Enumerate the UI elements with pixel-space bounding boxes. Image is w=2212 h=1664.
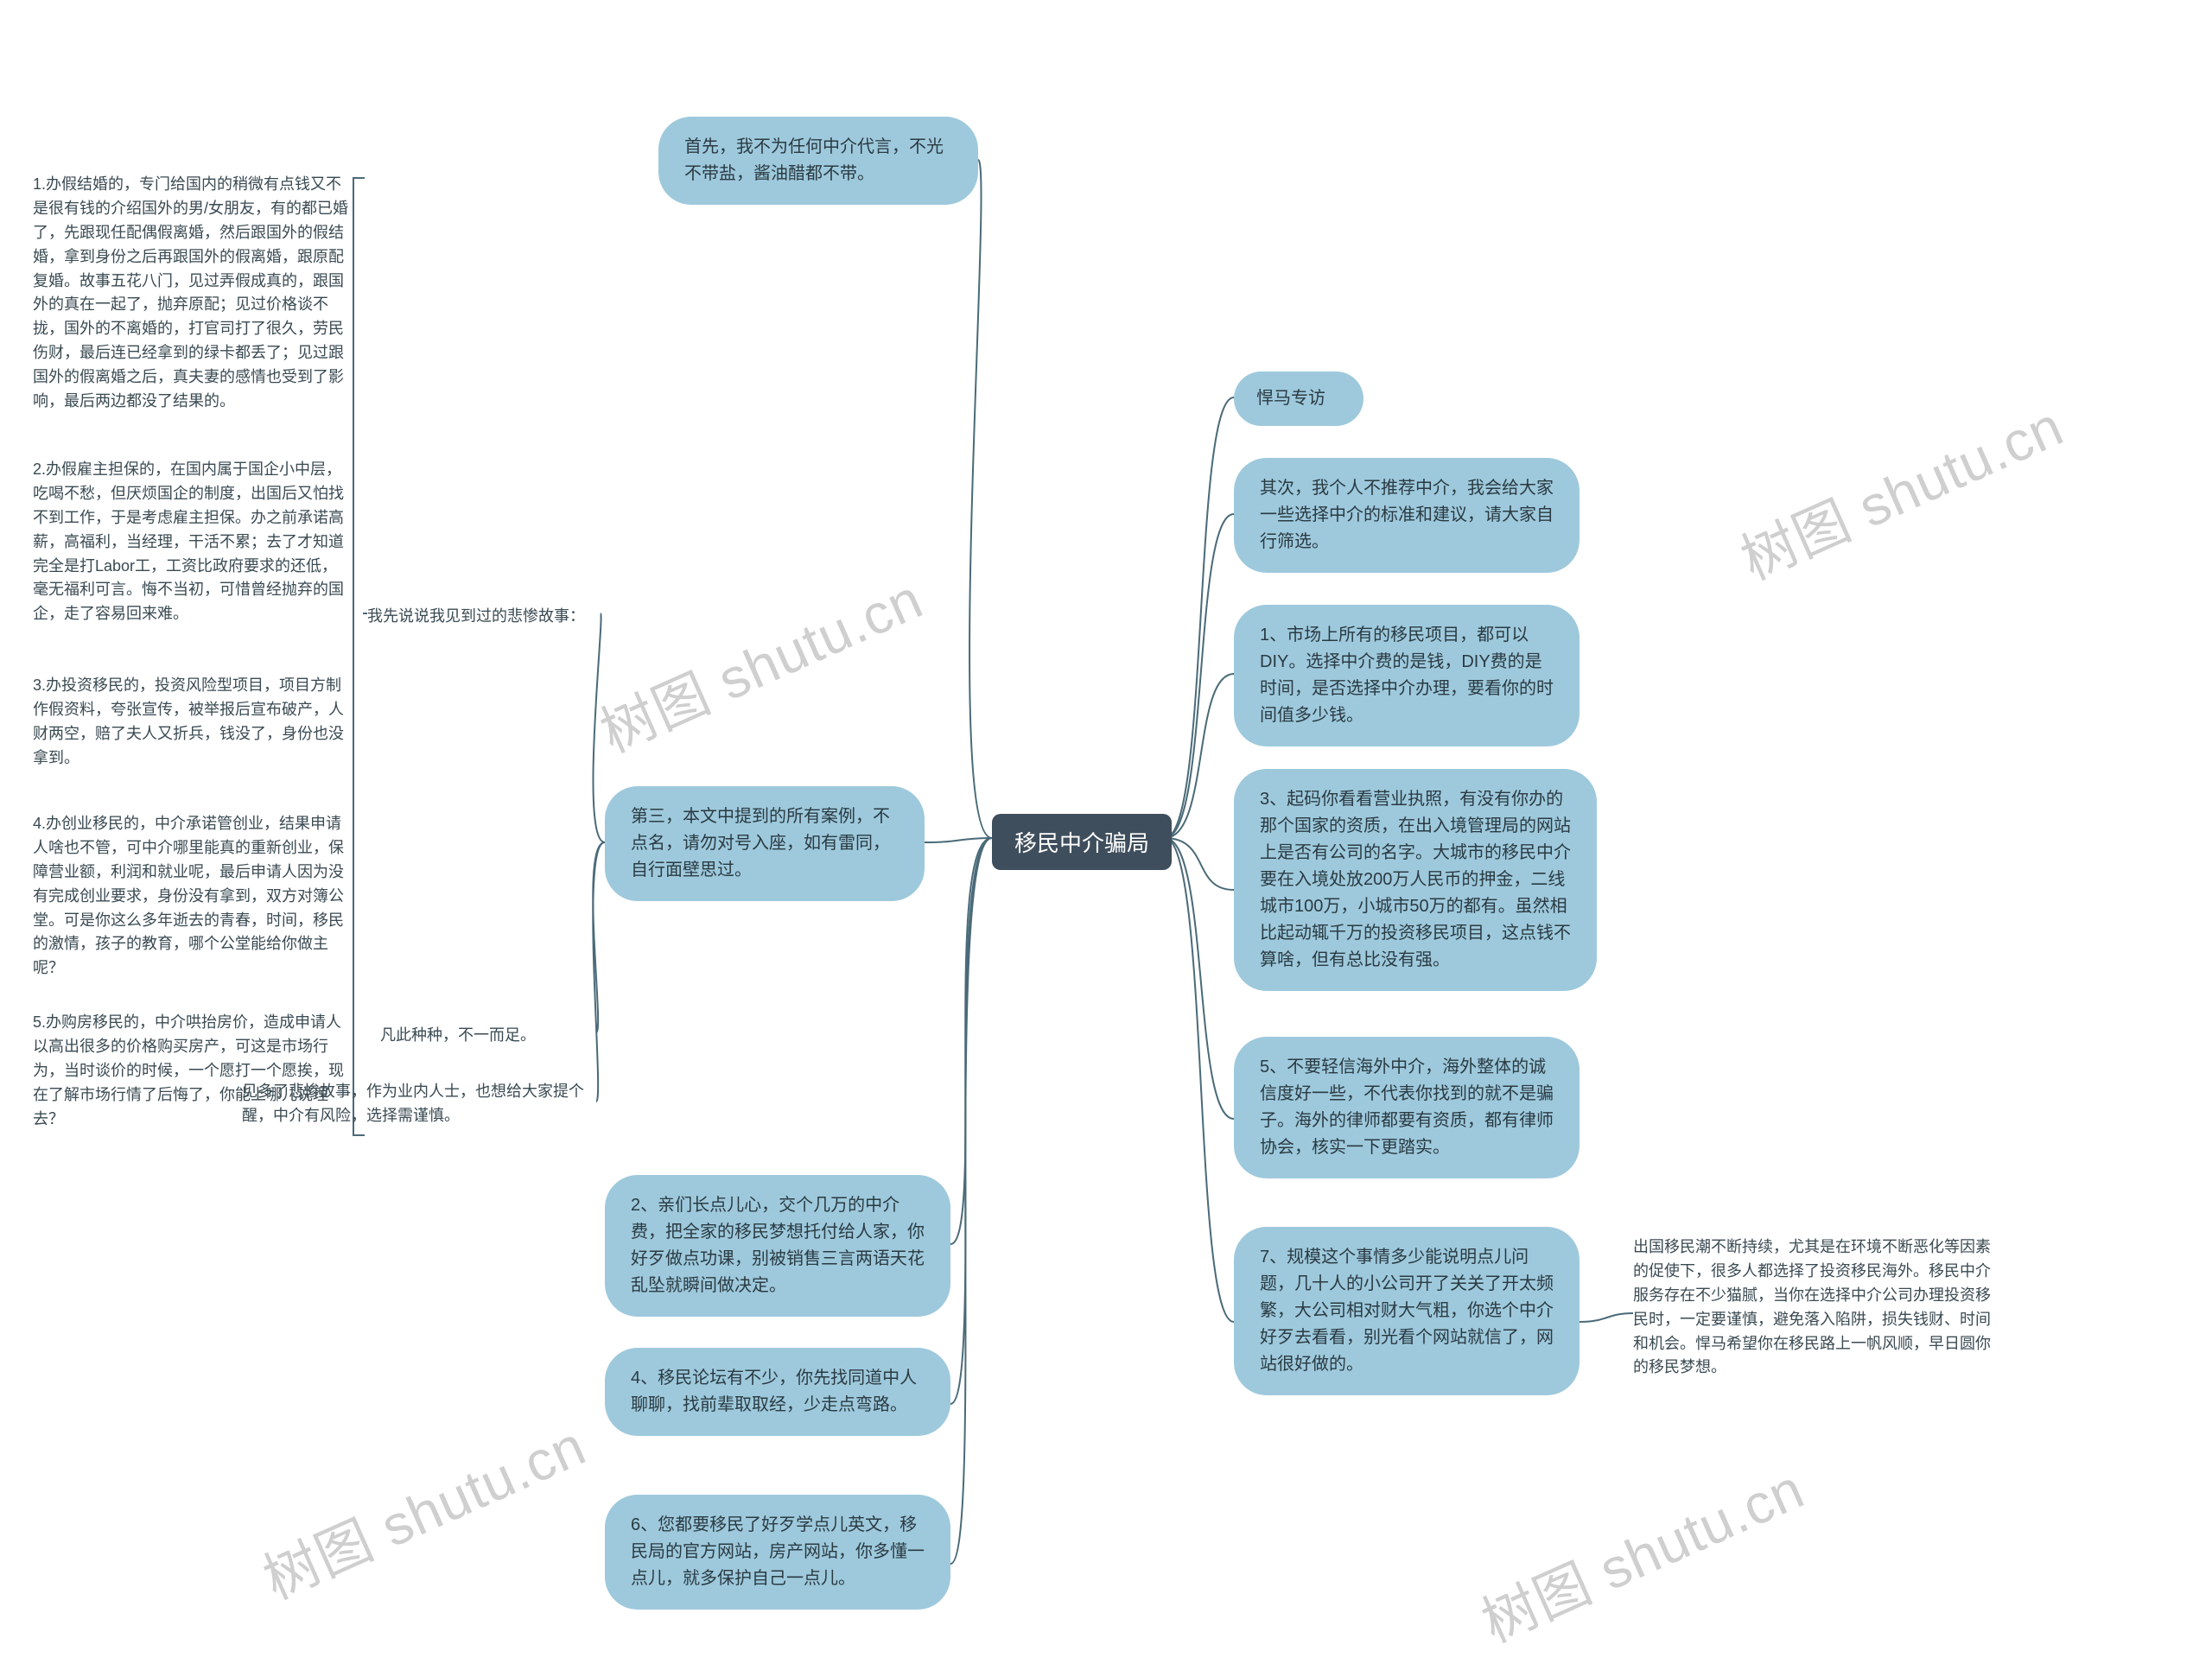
bubble-l2: 2、亲们长点儿心，交个几万的中介费，把全家的移民梦想托付给人家，你好歹做点功课，… <box>605 1175 950 1317</box>
bubble-l0: 首先，我不为任何中介代言，不光不带盐，酱油醋都不带。 <box>658 117 978 205</box>
watermark: 树图 shutu.cn <box>1468 1445 1815 1658</box>
sad-footer-1: 凡此种种，不一而足。 <box>380 1024 596 1048</box>
right-note: 出国移民潮不断持续，尤其是在环境不断恶化等因素的促使下，很多人都选择了投资移民海… <box>1633 1235 1996 1380</box>
bubble-r5: 7、规模这个事情多少能说明点儿问题，几十人的小公司开了关关了开太频繁，大公司相对… <box>1234 1227 1580 1395</box>
watermark: 树图 shutu.cn <box>1727 383 2075 595</box>
watermark: 树图 shutu.cn <box>587 556 934 768</box>
story-bracket <box>353 177 365 1136</box>
sad-story-4: 4.办创业移民的，中介承诺管创业，结果申请人啥也不管，可中介哪里能真的重新创业，… <box>33 812 353 981</box>
sad-story-3: 3.办投资移民的，投资风险型项目，项目方制作假资料，夸张宣传，被举报后宣布破产，… <box>33 674 353 771</box>
bubble-r1: 其次，我个人不推荐中介，我会给大家一些选择中介的标准和建议，请大家自行筛选。 <box>1234 458 1580 573</box>
bubble-r3: 3、起码你看看营业执照，有没有你办的那个国家的资质，在出入境管理局的网站上是否有… <box>1234 769 1597 991</box>
sad-header: 我先说说我见到过的悲惨故事： <box>367 605 601 629</box>
sad-footer-2: 见多了悲惨故事，作为业内人士，也想给大家提个醒，中介有风险，选择需谨慎。 <box>242 1080 596 1128</box>
center-node: 移民中介骗局 <box>992 814 1172 870</box>
sad-story-2: 2.办假雇主担保的，在国内属于国企小中层，吃喝不愁，但厌烦国企的制度，出国后又怕… <box>33 458 353 626</box>
bubble-l1: 第三，本文中提到的所有案例，不点名，请勿对号入座，如有雷同，自行面壁思过。 <box>605 786 925 901</box>
bubble-r2: 1、市场上所有的移民项目，都可以DIY。选择中介费的是钱，DIY费的是时间，是否… <box>1234 605 1580 746</box>
watermark: 树图 shutu.cn <box>250 1402 597 1615</box>
bubble-r0: 悍马专访 <box>1234 372 1363 426</box>
bubble-l4: 6、您都要移民了好歹学点儿英文，移民局的官方网站，房产网站，你多懂一点儿，就多保… <box>605 1495 950 1610</box>
bubble-l3: 4、移民论坛有不少，你先找同道中人聊聊，找前辈取取经，少走点弯路。 <box>605 1348 950 1436</box>
sad-story-1: 1.办假结婚的，专门给国内的稍微有点钱又不是很有钱的介绍国外的男/女朋友，有的都… <box>33 173 353 414</box>
bubble-r4: 5、不要轻信海外中介，海外整体的诚信度好一些，不代表你找到的就不是骗子。海外的律… <box>1234 1037 1580 1178</box>
